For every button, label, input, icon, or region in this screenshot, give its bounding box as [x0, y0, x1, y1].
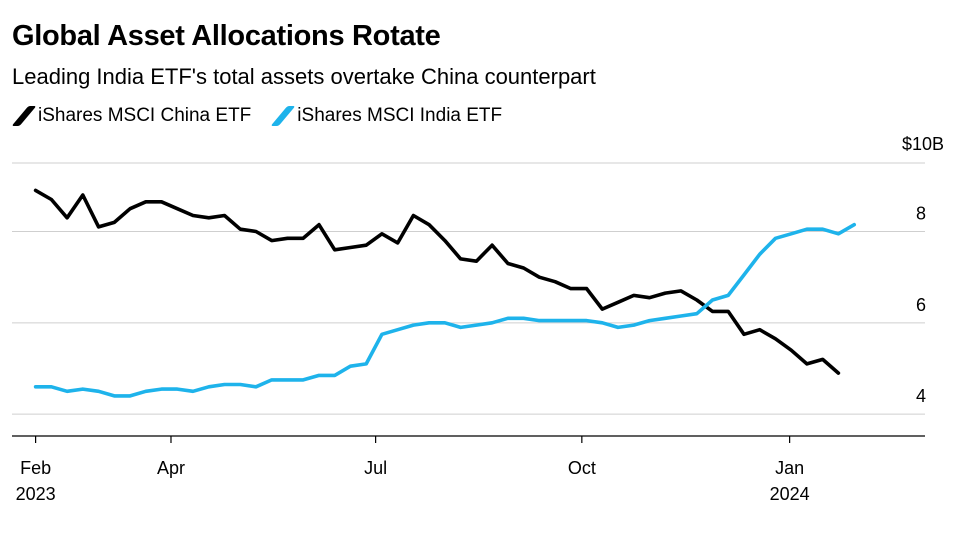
- x-tick-label: Apr: [157, 458, 185, 478]
- y-unit-label: $10B: [902, 134, 944, 154]
- y-tick-label: 4: [916, 386, 926, 406]
- axis-labels: $10B 4 6 8 Feb 2023 Apr Jul Oct Jan 2024: [16, 134, 944, 504]
- x-tick-label: Jul: [364, 458, 387, 478]
- x-tick-label: Jan: [775, 458, 804, 478]
- legend-label-china: iShares MSCI China ETF: [38, 105, 252, 126]
- y-tick-label: 8: [916, 204, 926, 224]
- grid-lines: [12, 162, 925, 415]
- x-tick-sublabel: 2023: [16, 484, 56, 504]
- x-axis: [12, 435, 925, 443]
- y-tick-label: 6: [916, 295, 926, 315]
- x-tick-label: Oct: [568, 458, 596, 478]
- series-line-india: [33, 222, 856, 398]
- legend-item-china: iShares MSCI China ETF: [11, 105, 252, 127]
- series-line-china: [33, 188, 841, 375]
- legend-label-india: iShares MSCI India ETF: [297, 105, 503, 126]
- legend-item-india: iShares MSCI India ETF: [270, 105, 503, 127]
- x-tick-label: Feb: [20, 458, 51, 478]
- chart-legend: iShares MSCI China ETF iShares MSCI Indi…: [11, 105, 522, 127]
- chart-title: Global Asset Allocations Rotate: [12, 20, 441, 52]
- series-lines: [33, 188, 856, 398]
- chart-subtitle: Leading India ETF's total assets overtak…: [12, 64, 596, 89]
- x-tick-sublabel: 2024: [770, 484, 810, 504]
